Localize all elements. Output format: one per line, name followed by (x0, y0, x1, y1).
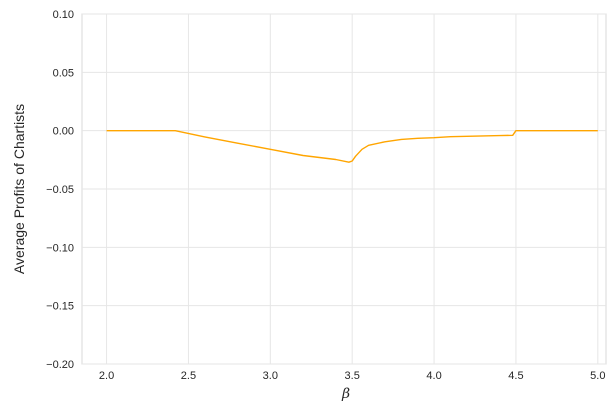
y-tick-label: −0.05 (46, 184, 74, 196)
x-tick-label: 5.0 (590, 370, 605, 382)
y-axis-title: Average Profits of Chartists (11, 104, 27, 274)
x-tick-label: 2.0 (99, 370, 114, 382)
x-tick-label: 4.5 (508, 370, 523, 382)
x-tick-labels: 2.0 2.5 3.0 3.5 4.0 4.5 5.0 (99, 370, 606, 382)
series-layer (106, 129, 598, 163)
x-tick-label: 2.5 (181, 370, 196, 382)
y-tick-label: −0.10 (46, 242, 74, 254)
y-tick-labels: 0.10 0.05 0.00 −0.05 −0.10 −0.15 −0.20 (46, 9, 74, 371)
x-axis-title: β (341, 386, 350, 402)
x-tick-label: 4.0 (426, 370, 441, 382)
series-line (106, 129, 598, 163)
y-tick-label: −0.15 (46, 301, 74, 313)
y-tick-label: 0.00 (53, 126, 74, 138)
y-tick-label: −0.20 (46, 359, 74, 371)
x-tick-label: 3.0 (263, 370, 278, 382)
y-tick-label: 0.10 (53, 9, 74, 21)
y-tick-label: 0.05 (53, 67, 74, 79)
x-tick-label: 3.5 (345, 370, 360, 382)
